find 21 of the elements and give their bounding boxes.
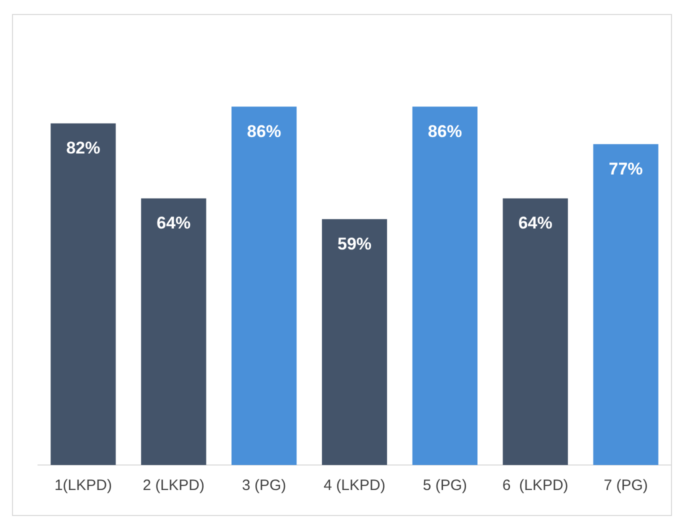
data-label: 64% (156, 214, 191, 233)
x-tick-label: 1(LKPD) (54, 477, 112, 494)
x-tick-label: 4 (LKPD) (324, 477, 386, 494)
x-tick-label: 3 (PG) (242, 477, 286, 494)
x-tick-label: 2 (LKPD) (142, 477, 204, 494)
bar (232, 106, 297, 465)
x-tick-label: 7 (PG) (604, 477, 648, 494)
data-label: 86% (428, 122, 462, 141)
x-tick-label: 5 (PG) (422, 477, 468, 494)
bar (412, 106, 478, 465)
data-label: 64% (518, 214, 552, 233)
data-label: 82% (66, 138, 100, 158)
bar (502, 198, 568, 465)
data-label: 77% (608, 159, 643, 178)
bar (322, 219, 388, 465)
data-label: 59% (337, 234, 372, 254)
data-label: 86% (247, 122, 282, 141)
bar (141, 198, 206, 465)
bar (50, 123, 116, 465)
x-tick-label: 6 (LKPD) (502, 477, 568, 494)
bar (593, 144, 658, 465)
